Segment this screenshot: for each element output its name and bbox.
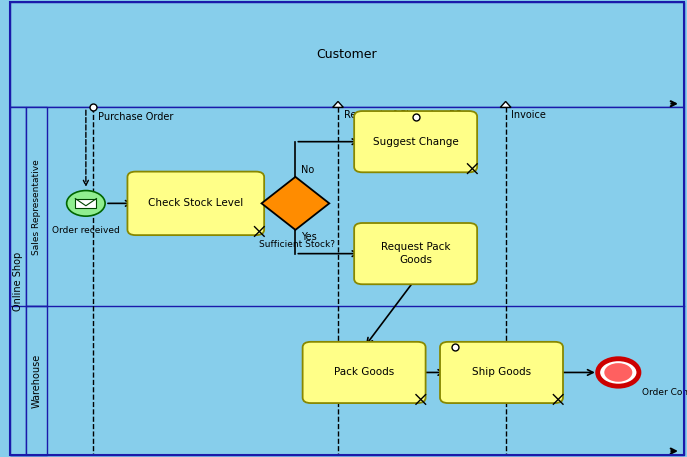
Text: Customer: Customer (317, 48, 377, 61)
FancyBboxPatch shape (354, 111, 477, 172)
Text: Yes: Yes (301, 232, 317, 242)
Text: Sufficient Stock?: Sufficient Stock? (259, 240, 335, 249)
FancyBboxPatch shape (440, 342, 563, 403)
Text: Warehouse: Warehouse (32, 353, 41, 408)
Polygon shape (333, 101, 344, 107)
Polygon shape (500, 101, 511, 107)
FancyBboxPatch shape (26, 306, 47, 455)
FancyBboxPatch shape (127, 172, 264, 235)
FancyBboxPatch shape (10, 107, 684, 455)
FancyBboxPatch shape (10, 107, 26, 455)
Polygon shape (262, 177, 329, 230)
Text: Order Completed: Order Completed (642, 388, 687, 398)
FancyBboxPatch shape (76, 198, 96, 208)
Text: Order received: Order received (52, 226, 120, 235)
Circle shape (67, 191, 105, 216)
Circle shape (598, 359, 639, 386)
Text: No: No (301, 165, 314, 175)
Text: Online Shop: Online Shop (13, 251, 23, 311)
Text: Purchase Order: Purchase Order (98, 112, 174, 122)
Text: Check Stock Level: Check Stock Level (148, 198, 243, 208)
Circle shape (605, 363, 632, 382)
Text: Ship Goods: Ship Goods (472, 367, 531, 377)
Text: Request Pack
Goods: Request Pack Goods (381, 242, 451, 265)
Text: Invoice: Invoice (511, 110, 546, 120)
FancyBboxPatch shape (354, 223, 477, 284)
Text: Request of Changing PO: Request of Changing PO (344, 110, 462, 120)
FancyBboxPatch shape (302, 342, 425, 403)
FancyBboxPatch shape (26, 107, 47, 306)
FancyBboxPatch shape (10, 2, 684, 107)
Text: Pack Goods: Pack Goods (334, 367, 394, 377)
Text: Sales Representative: Sales Representative (32, 159, 41, 255)
Text: Suggest Change: Suggest Change (373, 137, 458, 147)
